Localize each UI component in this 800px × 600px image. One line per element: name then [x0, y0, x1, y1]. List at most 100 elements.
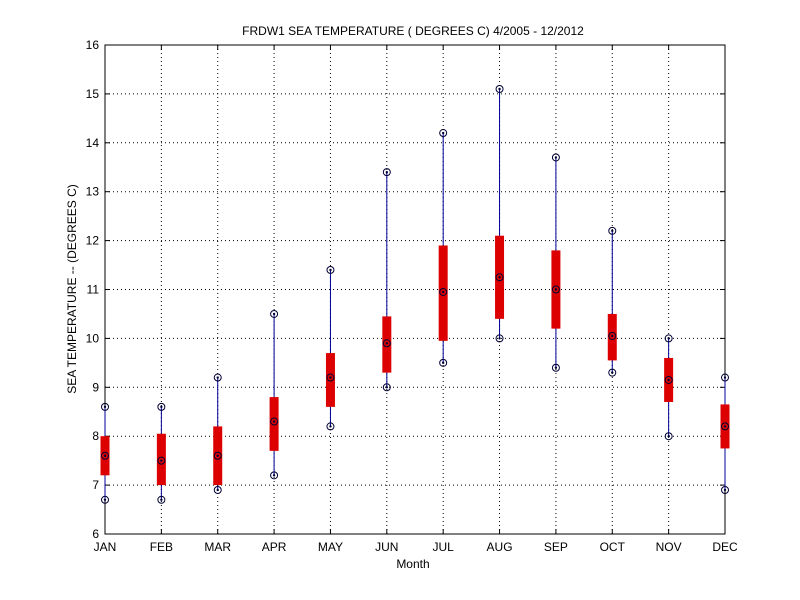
min-marker — [551, 363, 560, 372]
median-marker — [664, 375, 673, 384]
min-marker-dot — [723, 488, 727, 492]
min-marker — [495, 334, 504, 343]
median-marker — [439, 287, 448, 296]
x-tick-label: SEP — [544, 540, 568, 554]
min-marker-dot — [554, 366, 558, 369]
box-group-feb — [156, 402, 166, 504]
box-group-dec — [720, 373, 730, 494]
min-marker — [326, 422, 335, 431]
box-group-jun — [382, 168, 392, 392]
max-marker — [270, 309, 279, 318]
min-marker — [101, 495, 109, 504]
median-marker — [495, 273, 504, 282]
median-marker — [326, 373, 335, 382]
median-marker-dot — [272, 420, 276, 423]
y-tick-label: 16 — [86, 38, 100, 52]
box-group-jul — [438, 129, 448, 367]
x-tick-label: JUN — [375, 540, 398, 554]
median-marker-dot — [554, 288, 558, 291]
max-marker — [608, 226, 617, 235]
iqr-box — [438, 245, 448, 341]
median-marker-dot — [667, 378, 670, 382]
y-tick-label: 9 — [92, 380, 99, 394]
y-axis-label: SEA TEMPERATURE -- (DEGREES C) — [65, 184, 79, 394]
median-marker-dot — [160, 459, 163, 462]
y-tick-label: 11 — [87, 283, 100, 297]
max-marker-dot — [554, 156, 558, 159]
max-marker-dot — [667, 337, 670, 340]
median-marker-dot — [103, 454, 107, 457]
min-marker — [608, 368, 617, 377]
iqr-box — [382, 316, 392, 373]
x-tick-label: JUL — [433, 540, 455, 554]
min-marker — [439, 358, 448, 367]
box-group-may — [325, 265, 335, 431]
min-marker-dot — [385, 386, 389, 389]
max-marker-dot — [216, 376, 219, 379]
max-marker — [495, 85, 504, 94]
y-tick-label: 12 — [86, 234, 100, 248]
box-group-jan — [100, 402, 110, 504]
box-group-apr — [269, 309, 279, 480]
min-marker-dot — [611, 371, 614, 374]
median-marker-dot — [723, 425, 727, 428]
median-marker — [551, 285, 560, 294]
x-tick-label: MAY — [318, 540, 343, 554]
box-group-mar — [213, 373, 223, 494]
y-tick-label: 6 — [92, 527, 99, 541]
iqr-box — [607, 313, 617, 361]
min-marker-dot — [272, 474, 276, 477]
min-marker — [213, 485, 222, 494]
iqr-box — [325, 353, 335, 407]
min-marker — [382, 383, 391, 392]
max-marker-dot — [329, 268, 332, 272]
min-marker-dot — [216, 488, 219, 492]
max-marker — [382, 168, 391, 177]
max-marker-dot — [272, 312, 276, 316]
box-group-nov — [664, 334, 674, 441]
box-group-aug — [495, 85, 505, 343]
min-marker-dot — [441, 361, 445, 365]
chart-title: FRDW1 SEA TEMPERATURE ( DEGREES C) 4/200… — [242, 24, 584, 38]
x-axis-ticks: JAN FEB MAR APR MAY JUN JUL AUG SEP OCT NOV DEC — [94, 45, 738, 554]
max-marker — [721, 373, 729, 382]
max-marker — [101, 402, 109, 411]
max-marker — [157, 402, 166, 411]
max-marker — [326, 265, 335, 274]
median-marker-dot — [498, 276, 501, 279]
median-marker-dot — [329, 376, 332, 379]
box-plot-marks — [100, 85, 730, 504]
max-marker — [551, 153, 560, 162]
median-marker — [721, 422, 729, 431]
x-tick-label: JAN — [94, 540, 117, 554]
max-marker-dot — [441, 131, 445, 135]
x-tick-label: DEC — [712, 540, 738, 554]
max-marker — [664, 334, 673, 343]
grid-lines — [105, 45, 725, 534]
x-tick-label: OCT — [600, 540, 626, 554]
median-marker — [270, 417, 279, 426]
max-marker-dot — [498, 87, 501, 91]
max-marker-dot — [723, 376, 727, 379]
min-marker-dot — [667, 435, 670, 438]
x-tick-label: APR — [262, 540, 287, 554]
y-tick-label: 10 — [86, 331, 100, 345]
max-marker-dot — [385, 170, 389, 174]
iqr-box — [156, 433, 166, 486]
median-marker-dot — [611, 334, 614, 338]
min-marker-dot — [329, 425, 332, 428]
max-marker-dot — [611, 229, 614, 233]
box-group-oct — [607, 226, 617, 377]
y-tick-label: 15 — [86, 87, 100, 101]
x-tick-label: NOV — [656, 540, 682, 554]
min-marker — [721, 485, 729, 494]
x-axis-label: Month — [396, 557, 429, 571]
median-marker — [608, 331, 617, 340]
max-marker — [213, 373, 222, 382]
y-tick-label: 14 — [86, 136, 100, 150]
min-marker — [270, 471, 279, 480]
x-tick-label: AUG — [487, 540, 513, 554]
x-tick-label: MAR — [204, 540, 231, 554]
median-marker-dot — [216, 454, 219, 457]
